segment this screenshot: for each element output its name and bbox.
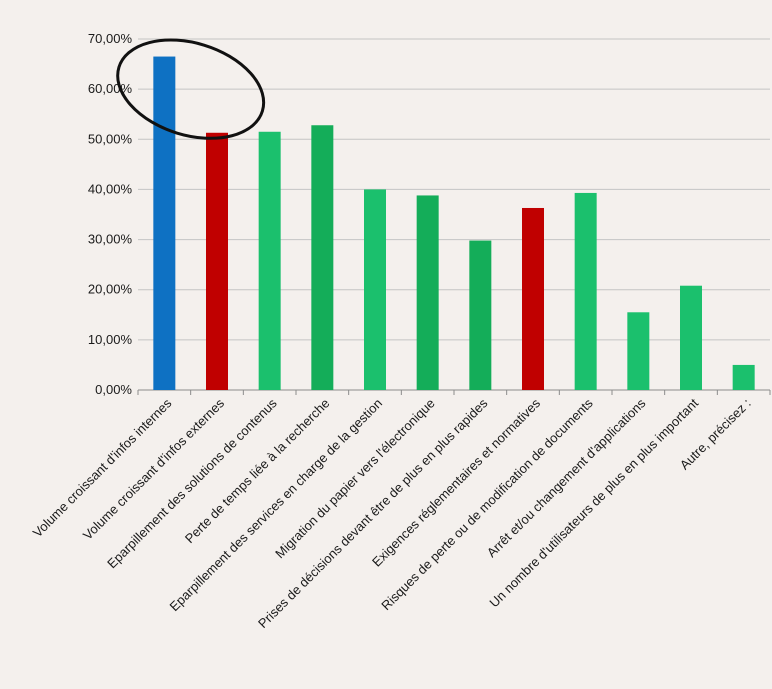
y-tick-label: 50,00% (88, 131, 133, 146)
bar (153, 56, 176, 391)
bar (206, 132, 228, 390)
y-tick-label: 70,00% (88, 31, 133, 46)
gridlines (138, 38, 770, 391)
bar (364, 189, 386, 390)
x-axis: Volume croissant d'infos internesVolume … (30, 390, 771, 631)
bars (153, 56, 755, 391)
y-tick-label: 60,00% (88, 81, 133, 96)
bar (732, 364, 755, 390)
bar (469, 240, 492, 390)
highlight-ellipse (116, 38, 266, 140)
bar (522, 207, 544, 390)
y-tick-label: 20,00% (88, 282, 133, 297)
bar (258, 131, 281, 390)
y-tick-label: 40,00% (88, 181, 133, 196)
y-tick-label: 0,00% (95, 382, 132, 397)
bar (311, 125, 334, 390)
y-tick-label: 10,00% (88, 332, 133, 347)
y-tick-label: 30,00% (88, 232, 133, 247)
bar (574, 192, 597, 390)
bar (627, 312, 650, 390)
bar (680, 285, 702, 390)
annotations (116, 38, 266, 140)
y-axis: 0,00% 10,00% 20,00% 30,00% 40,00% 50,00% 60,00… (88, 31, 133, 397)
bar (416, 195, 439, 390)
